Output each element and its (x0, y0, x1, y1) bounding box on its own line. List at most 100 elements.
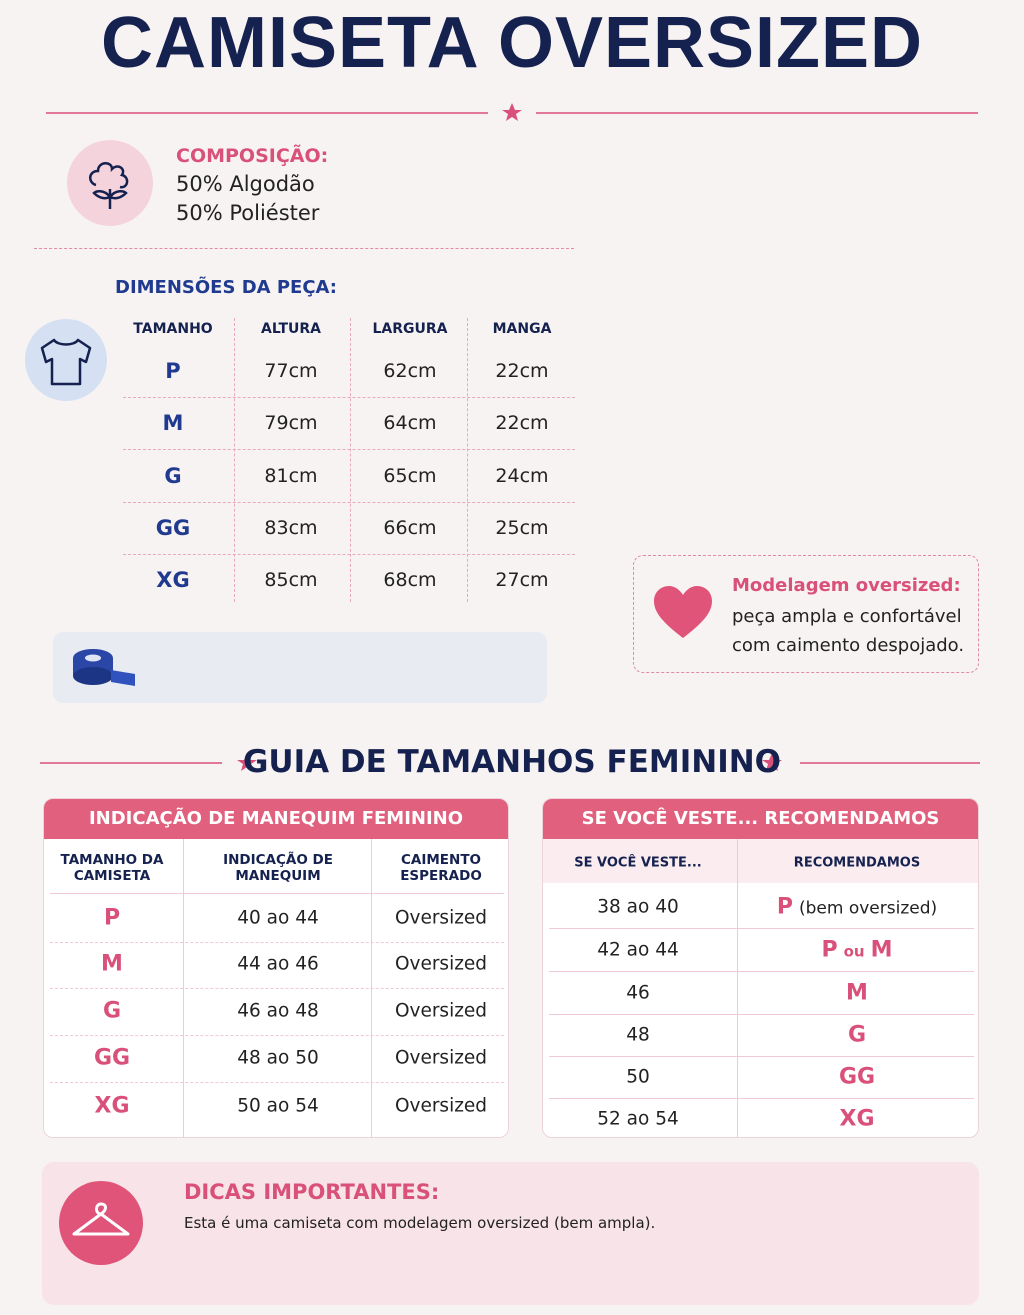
mannequin-table: INDICAÇÃO DE MANEQUIM FEMININO TAMANHO DA… (43, 798, 509, 1138)
row-divider (549, 928, 974, 929)
row-divider (549, 1098, 974, 1099)
recommendation: P (bem oversized) (777, 895, 937, 920)
wears-value: 46 (626, 982, 650, 1004)
composition-heading: COMPOSIÇÃO: (176, 145, 329, 167)
size-label: M (101, 951, 123, 977)
mannequin-value: Oversized (394, 953, 488, 975)
dimension-value: 22cm (495, 412, 549, 434)
dimension-value: 79cm (264, 412, 318, 434)
size-label: XG (156, 568, 190, 592)
row-divider (50, 1082, 504, 1083)
row-divider (123, 449, 575, 450)
size-label: P (776, 894, 793, 920)
column-divider (737, 839, 738, 1137)
page-title: CAMISETA OVERSIZED (100, 3, 924, 83)
mannequin-value: Oversized (394, 1047, 488, 1069)
column-header: ALTURA (261, 321, 321, 337)
table-title: SE VOCÊ VESTE... RECOMENDAMOS (543, 799, 978, 839)
wears-value: 50 (626, 1066, 650, 1088)
recommendation: M (846, 981, 868, 1006)
size-label: GG (838, 1064, 876, 1090)
column-divider (467, 318, 468, 602)
size-label: G (164, 464, 182, 488)
column-header: MANGA (492, 321, 552, 337)
column-divider (234, 318, 235, 602)
mannequin-value: 44 ao 46 (237, 953, 319, 975)
hanger-icon (59, 1181, 143, 1265)
size-label: M (870, 937, 893, 963)
dimensions-heading: DIMENSÕES DA PEÇA: (115, 277, 338, 298)
shirt-icon (25, 319, 107, 401)
column-header: CAIMENTO ESPERADO (400, 852, 482, 884)
mannequin-value: 40 ao 44 (237, 907, 319, 929)
row-divider (50, 988, 504, 989)
cotton-icon (67, 140, 153, 226)
wears-value: 38 ao 40 (597, 896, 679, 918)
size-label: P (821, 937, 838, 963)
column-header: SE VOCÊ VESTE... (574, 855, 702, 871)
dimension-value: 62cm (383, 360, 437, 382)
recommendation: XG (839, 1107, 874, 1132)
recommendation: G (848, 1023, 866, 1048)
dimension-value: 85cm (264, 569, 318, 591)
row-divider (549, 1014, 974, 1015)
wears-value: 42 ao 44 (597, 939, 679, 961)
guide-title: GUIA DE TAMANHOS FEMININO (242, 744, 782, 780)
column-divider (350, 318, 351, 602)
size-label: GG (93, 1045, 131, 1071)
column-header: INDICAÇÃO DE MANEQUIM (223, 852, 333, 884)
divider (34, 248, 574, 249)
fit-note-line: peça ampla e confortável (732, 606, 962, 627)
recommend-table: SE VOCÊ VESTE... RECOMENDAMOS SE VOCÊ VES… (542, 798, 979, 1138)
row-divider (50, 1035, 504, 1036)
tips-box: DICAS IMPORTANTES: Esta é uma camiseta c… (42, 1162, 979, 1305)
composition-line: 50% Poliéster (176, 201, 320, 225)
mannequin-value: Oversized (394, 1095, 488, 1117)
row-divider (549, 1056, 974, 1057)
title-divider (46, 103, 978, 121)
size-label: M (846, 980, 868, 1006)
recommendation: GG (839, 1065, 875, 1090)
column-header: LARGURA (372, 321, 448, 337)
tape-icon (73, 649, 135, 686)
row-divider (50, 893, 504, 894)
row-divider (123, 502, 575, 503)
mannequin-value: Oversized (394, 1000, 488, 1022)
table-title: INDICAÇÃO DE MANEQUIM FEMININO (44, 799, 508, 839)
composition-line: 50% Algodão (176, 172, 315, 196)
wears-value: 48 (626, 1024, 650, 1046)
tape-panel (53, 632, 547, 703)
mannequin-value: 50 ao 54 (237, 1095, 319, 1117)
tips-text: Esta é uma camiseta com modelagem oversi… (184, 1214, 656, 1232)
dimension-value: 22cm (495, 360, 549, 382)
size-label: GG (155, 516, 191, 540)
row-divider (50, 942, 504, 943)
dimension-value: 68cm (383, 569, 437, 591)
dimension-value: 77cm (264, 360, 318, 382)
joiner: ou (843, 942, 865, 961)
dimension-value: 65cm (383, 465, 437, 487)
mannequin-value: 48 ao 50 (237, 1047, 319, 1069)
fit-note-heading: Modelagem oversized: (732, 575, 961, 596)
tips-heading: DICAS IMPORTANTES: (184, 1180, 440, 1204)
heart-icon (654, 586, 712, 638)
size-label: G (102, 998, 122, 1024)
wears-value: 52 ao 54 (597, 1108, 679, 1130)
row-divider (123, 554, 575, 555)
row-divider (123, 397, 575, 398)
dimension-value: 25cm (495, 517, 549, 539)
size-label: XG (94, 1093, 130, 1119)
column-header: TAMANHO (133, 321, 213, 337)
row-divider (549, 971, 974, 972)
size-label: G (847, 1022, 867, 1048)
dimension-value: 64cm (383, 412, 437, 434)
column-header: TAMANHO DA CAMISETA (60, 852, 164, 884)
fit-note-box: Modelagem oversized: peça ampla e confor… (633, 555, 979, 673)
size-label: P (103, 905, 121, 931)
size-note: (bem oversized) (798, 898, 938, 919)
dimension-value: 83cm (264, 517, 318, 539)
size-label: M (162, 411, 184, 435)
size-label: P (165, 359, 181, 383)
